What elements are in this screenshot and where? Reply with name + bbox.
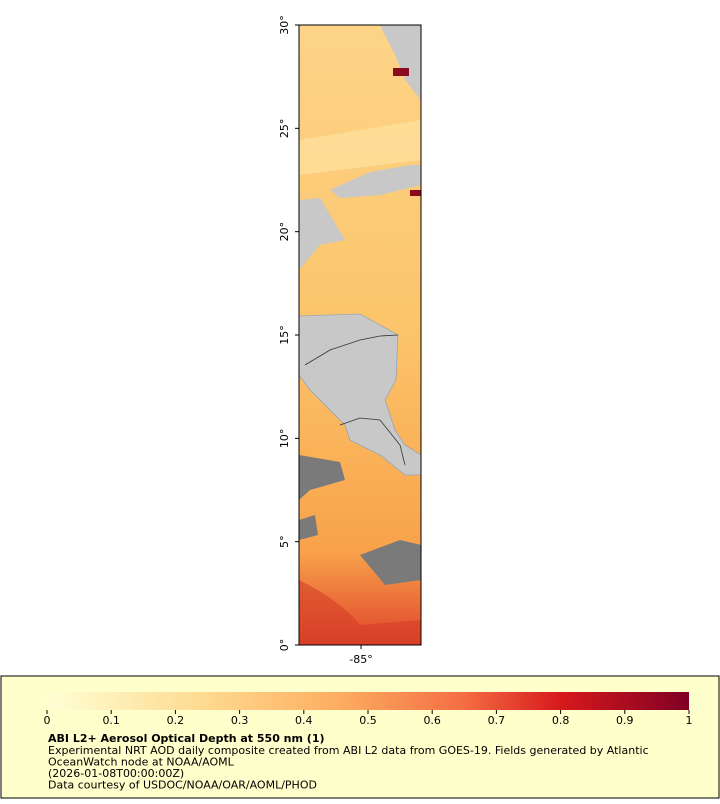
colorbar-tick-label: 0.6 — [423, 714, 441, 727]
y-tick-label: 25° — [278, 119, 291, 139]
no-data — [299, 455, 345, 500]
low-aod-band — [299, 120, 421, 175]
colorbar-tick-label: 0 — [44, 714, 51, 727]
border — [304, 334, 399, 366]
colorbar-tick-label: 0.1 — [102, 714, 120, 727]
legend-line: Experimental NRT AOD daily composite cre… — [48, 744, 649, 757]
y-tick-label: 30° — [278, 15, 291, 35]
colorbar-tick-label: 0.9 — [616, 714, 634, 727]
colorbar-tick-label: 0.5 — [359, 714, 377, 727]
land — [299, 198, 345, 270]
y-tick-label: 10° — [278, 429, 291, 449]
colorbar-tick-label: 0.8 — [552, 714, 570, 727]
colorbar-tick-label: 0.4 — [295, 714, 313, 727]
high-aod-patch — [393, 68, 409, 76]
colorbar — [47, 692, 689, 710]
no-data — [360, 540, 421, 585]
high-aod-area — [299, 580, 421, 645]
y-tick-label: 5° — [278, 535, 291, 548]
legend-title: ABI L2+ Aerosol Optical Depth at 550 nm … — [48, 732, 325, 745]
legend-line: Data courtesy of USDOC/NOAA/OAR/AOML/PHO… — [48, 779, 317, 792]
x-tick-label: -85° — [349, 653, 372, 666]
border — [339, 417, 406, 466]
land — [380, 25, 421, 100]
colorbar-tick-label: 0.2 — [167, 714, 185, 727]
y-tick-label: 15° — [278, 325, 291, 345]
legend-line: (2026-01-08T00:00:00Z) — [48, 767, 184, 780]
no-data — [299, 515, 318, 540]
legend-line: OceanWatch node at NOAA/AOML — [48, 756, 235, 769]
land — [330, 165, 421, 198]
map-panel — [298, 24, 422, 646]
y-tick-label: 20° — [278, 222, 291, 242]
y-tick-label: 0° — [278, 639, 291, 652]
colorbar-tick-label: 0.3 — [231, 714, 249, 727]
high-aod-patch — [410, 190, 421, 196]
colorbar-tick-label: 1 — [686, 714, 693, 727]
colorbar-tick-label: 0.7 — [488, 714, 506, 727]
